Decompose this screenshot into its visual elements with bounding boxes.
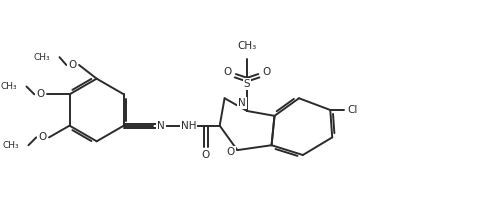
Text: S: S (244, 79, 250, 88)
Text: N: N (157, 121, 165, 131)
Text: CH₃: CH₃ (0, 82, 17, 91)
Text: Cl: Cl (348, 105, 358, 115)
Text: N: N (238, 98, 246, 108)
Text: O: O (38, 132, 46, 142)
Text: NH: NH (180, 121, 196, 131)
Text: O: O (263, 67, 271, 77)
Text: CH₃: CH₃ (2, 141, 19, 150)
Text: O: O (36, 89, 44, 99)
Text: CH₃: CH₃ (238, 41, 257, 51)
Text: O: O (202, 150, 210, 160)
Text: O: O (226, 147, 235, 157)
Text: O: O (68, 60, 76, 70)
Text: CH₃: CH₃ (33, 53, 50, 62)
Text: O: O (223, 67, 232, 77)
